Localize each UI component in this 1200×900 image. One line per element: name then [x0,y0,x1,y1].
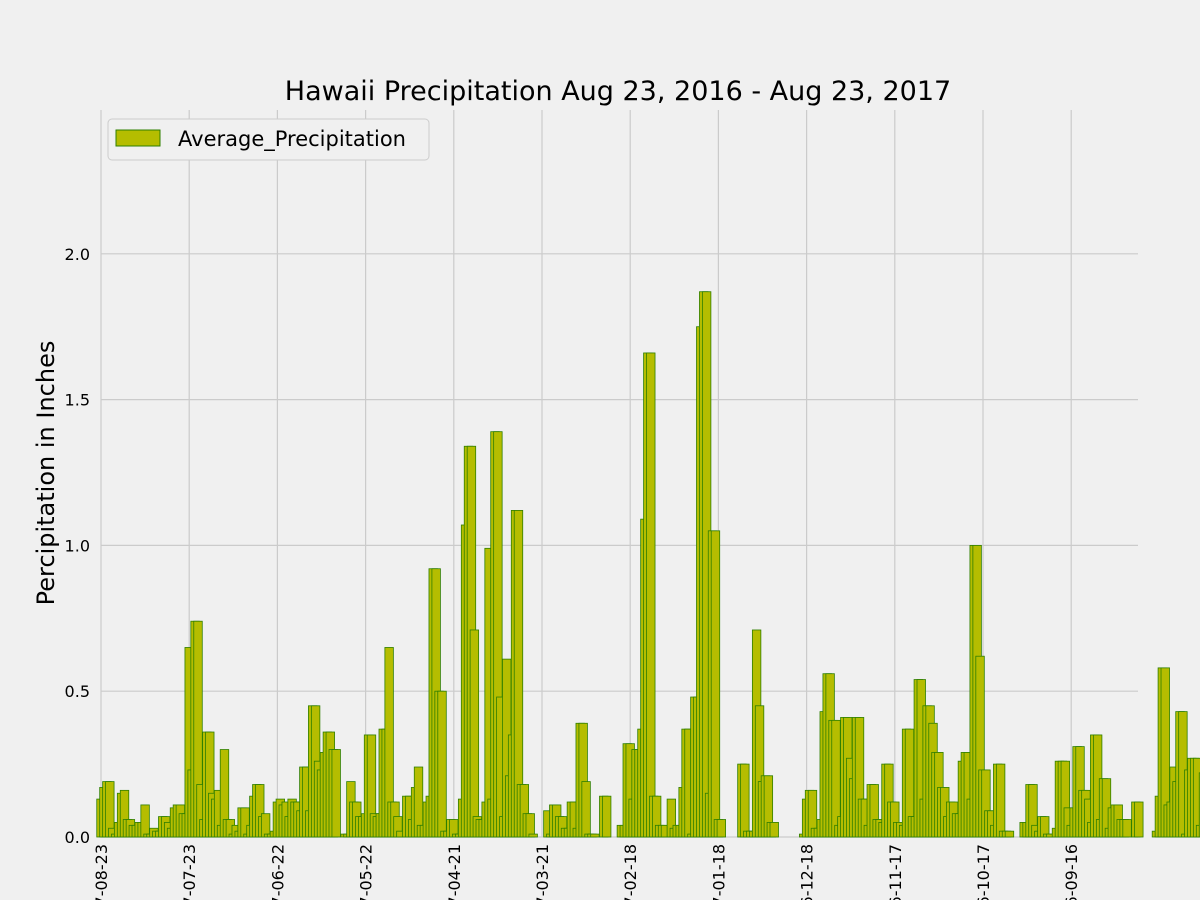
legend: Average_Precipitation [107,118,430,161]
precipitation-bar [602,795,612,838]
grid-lines [100,110,1138,838]
y-tick-label: 1.5 [65,391,90,410]
legend-label: Average_Precipitation [178,127,406,152]
x-tick-label: 2017-02-18 [621,844,640,900]
y-tick-label: 2.0 [65,245,90,264]
precipitation-bar [1122,819,1132,838]
precipitation-bar [769,822,779,838]
x-tick-label: 2016-09-16 [1062,844,1081,900]
y-tick-label: 1.0 [65,536,90,555]
y-tick-labels: 0.0 0.5 1.0 1.5 2.0 [65,245,90,847]
precipitation-bar [528,833,538,838]
precipitation-bar [646,352,656,838]
y-tick-label: 0.5 [65,682,90,701]
precipitation-bar [1004,830,1015,838]
precipitation-bar [331,749,341,838]
x-tick-label: 2017-04-21 [445,844,464,900]
x-tick-label: 2017-03-21 [533,844,552,900]
precipitation-bar [525,813,535,838]
precipitation-bar [581,781,591,838]
legend-box [107,118,430,161]
plot-background [101,110,1138,837]
precipitation-bar [590,833,600,838]
precipitation-bar [140,804,150,838]
precipitation-bar [469,629,480,838]
x-tick-label: 2017-08-23 [92,844,111,900]
chart-title: Hawaii Precipitation Aug 23, 2016 - Aug … [285,76,951,107]
x-tick-label: 2017-01-18 [709,844,728,900]
y-axis-label: Percipitation in Inches [32,341,60,606]
x-tick-label: 2016-12-18 [798,844,817,900]
precipitation-bar [716,819,726,838]
legend-swatch [115,129,161,147]
precipitation-bar [260,813,271,838]
x-tick-label: 2017-05-22 [357,844,376,900]
x-tick-label: 2017-06-22 [268,844,287,900]
precipitation-bar [437,690,447,838]
x-tick-labels: 2017-08-23 2017-07-23 2017-06-22 2017-05-22… [92,844,1081,900]
x-tick-label: 2016-10-17 [974,844,993,900]
precipitation-bar [995,763,1006,838]
precipitation-bar [740,763,750,838]
precipitation-bar [1134,801,1144,838]
bars [96,291,1200,838]
y-tick-label: 0.0 [65,828,90,847]
precipitation-bar [710,530,721,838]
x-tick-label: 2017-07-23 [180,844,199,900]
x-tick-label: 2016-11-17 [886,844,905,900]
precipitation-bar [1195,824,1200,838]
